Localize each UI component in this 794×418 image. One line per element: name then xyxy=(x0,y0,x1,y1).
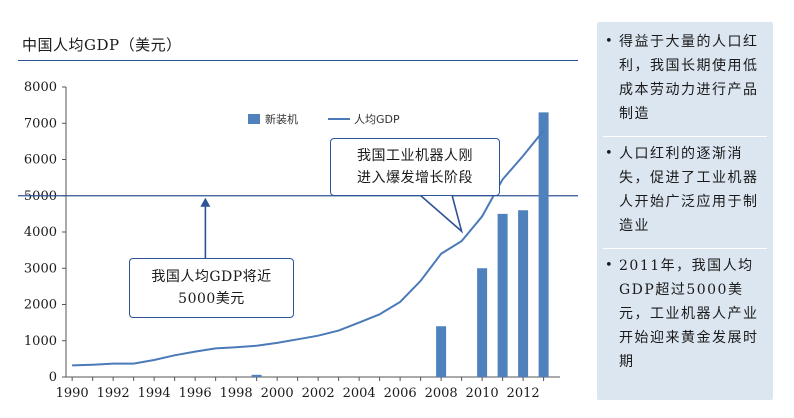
bullet-icon: • xyxy=(605,34,615,49)
legend-swatch-bar xyxy=(248,114,260,124)
side-panel-point-3: • 2011年，我国人均GDP超过5000美元，工业机器人产业开始迎来黄金发展时… xyxy=(603,248,767,379)
side-panel-point-text: 得益于大量的人口红利，我国长期使用低成本劳动力进行产品制造 xyxy=(619,34,759,122)
title-divider xyxy=(18,60,578,61)
x-tick-label: 2008 xyxy=(425,386,458,401)
legend-label-bar: 新装机 xyxy=(265,112,298,126)
bar-2008 xyxy=(436,326,447,377)
side-panel-point-text: 2011年，我国人均GDP超过5000美元，工业机器人产业开始迎来黄金发展时期 xyxy=(619,258,759,370)
y-tick-label: 8000 xyxy=(24,80,57,95)
side-panel-point-1: • 得益于大量的人口红利，我国长期使用低成本劳动力进行产品制造 xyxy=(603,30,767,131)
bullet-icon: • xyxy=(605,146,615,161)
x-tick-label: 2010 xyxy=(466,386,499,401)
side-panel: • 得益于大量的人口红利，我国长期使用低成本劳动力进行产品制造 • 人口红利的逐… xyxy=(597,22,773,400)
annotation-arrow-head xyxy=(200,197,211,207)
bar-2012 xyxy=(518,210,529,377)
y-tick-label: 0 xyxy=(49,370,57,385)
annotation-robot-growth-text: 我国工业机器人刚 进入爆发增长阶段 xyxy=(357,148,473,186)
y-tick-label: 3000 xyxy=(24,261,57,276)
gdp-line xyxy=(72,129,545,367)
chart-title: 中国人均GDP（美元） xyxy=(22,36,182,54)
annotation-robot-growth: 我国工业机器人刚 进入爆发增长阶段 xyxy=(330,138,500,196)
bar-1999 xyxy=(251,374,262,377)
x-tick-label: 2004 xyxy=(343,386,376,401)
y-tick-label: 2000 xyxy=(24,298,57,313)
legend-label-line: 人均GDP xyxy=(354,113,400,126)
side-panel-point-2: • 人口红利的逐渐消失，促进了工业机器人开始广泛应用于制造业 xyxy=(603,136,767,243)
x-tick-label: 1996 xyxy=(179,386,212,401)
x-tick-label: 2012 xyxy=(507,386,540,401)
x-tick-label: 2000 xyxy=(261,386,294,401)
bar-2013 xyxy=(538,112,549,377)
side-panel-list: • 得益于大量的人口红利，我国长期使用低成本劳动力进行产品制造 • 人口红利的逐… xyxy=(597,22,773,379)
callout-pointer xyxy=(419,194,464,234)
side-panel-point-text: 人口红利的逐渐消失，促进了工业机器人开始广泛应用于制造业 xyxy=(619,146,759,234)
y-tick-label: 1000 xyxy=(24,334,57,349)
bullet-icon: • xyxy=(605,258,615,273)
x-tick-label: 1992 xyxy=(97,386,130,401)
x-tick-label: 1998 xyxy=(220,386,253,401)
y-tick-label: 6000 xyxy=(24,153,57,168)
annotation-gdp-5000: 我国人均GDP将近 5000美元 xyxy=(129,258,294,318)
bar-2010 xyxy=(477,268,488,377)
x-tick-label: 1990 xyxy=(56,386,89,401)
x-tick-label: 1994 xyxy=(138,386,171,401)
x-tick-label: 2002 xyxy=(302,386,335,401)
bar-2011 xyxy=(497,213,508,377)
y-tick-label: 4000 xyxy=(24,225,57,240)
x-tick-label: 2006 xyxy=(384,386,417,401)
annotation-gdp-5000-text: 我国人均GDP将近 5000美元 xyxy=(151,269,272,307)
y-tick-label: 7000 xyxy=(24,116,57,131)
